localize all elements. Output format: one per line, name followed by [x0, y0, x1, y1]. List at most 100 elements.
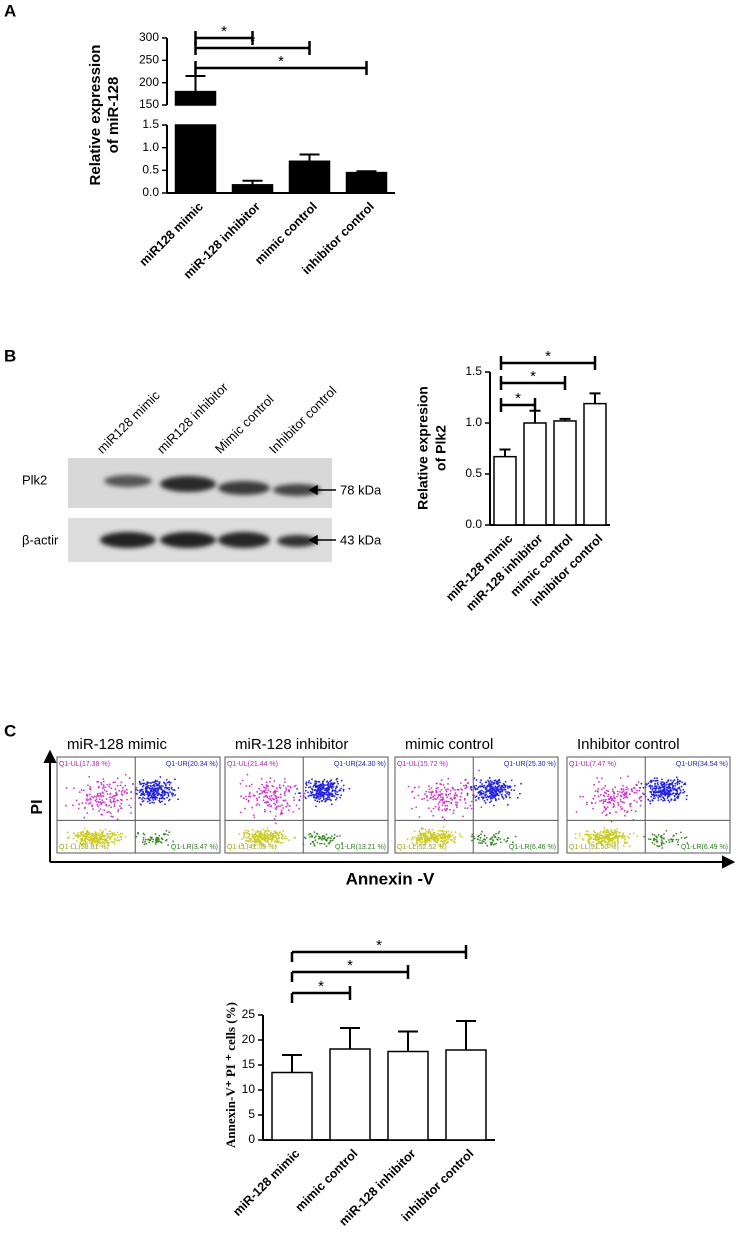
dot — [588, 838, 590, 840]
dot — [507, 804, 509, 806]
dot — [252, 829, 254, 831]
dot — [268, 830, 270, 832]
dot — [264, 802, 266, 804]
dot — [448, 831, 450, 833]
dot — [481, 790, 483, 792]
dot — [669, 801, 671, 803]
dot — [328, 783, 330, 785]
dot — [456, 806, 458, 808]
dot — [455, 831, 457, 833]
dot — [654, 797, 656, 799]
dot — [106, 837, 108, 839]
dot — [613, 793, 615, 795]
dot — [159, 798, 161, 800]
dot — [158, 781, 160, 783]
dot — [248, 800, 250, 802]
dot — [285, 806, 287, 808]
dot — [672, 793, 674, 795]
dot — [624, 835, 626, 837]
dot — [277, 841, 279, 843]
dot — [96, 781, 98, 783]
flow-y-label: PI — [29, 799, 46, 814]
dot — [336, 791, 338, 793]
dot — [428, 832, 430, 834]
dot — [321, 839, 323, 841]
dot — [288, 789, 290, 791]
dot — [113, 795, 115, 797]
dot — [244, 830, 246, 832]
dot — [111, 787, 113, 789]
dot — [162, 785, 164, 787]
dot — [117, 837, 119, 839]
dot — [456, 804, 458, 806]
dot — [601, 812, 603, 814]
dot — [439, 799, 441, 801]
dot — [584, 834, 586, 836]
dot — [281, 804, 283, 806]
dot — [679, 780, 681, 782]
panel-label: A — [4, 1, 16, 20]
dot — [322, 837, 324, 839]
dot — [260, 837, 262, 839]
size-label: 43 kDa — [340, 532, 382, 547]
dot — [428, 785, 430, 787]
dot — [128, 805, 130, 807]
dot — [419, 816, 421, 818]
dot — [161, 801, 163, 803]
dot — [155, 791, 157, 793]
dot — [417, 834, 419, 836]
dot — [86, 831, 88, 833]
panel-label: B — [4, 346, 16, 365]
dot — [605, 799, 607, 801]
dot — [91, 805, 93, 807]
dot — [676, 839, 678, 841]
dot — [260, 793, 262, 795]
dot — [73, 832, 75, 834]
dot — [284, 794, 286, 796]
dot — [145, 786, 147, 788]
dot — [663, 793, 665, 795]
dot — [120, 803, 122, 805]
dot — [102, 792, 104, 794]
dot — [478, 786, 480, 788]
dot — [106, 798, 108, 800]
bar — [524, 423, 546, 525]
dot — [460, 799, 462, 801]
flow-axes — [45, 752, 733, 867]
dot — [647, 799, 649, 801]
dot — [315, 835, 317, 837]
dot — [471, 789, 473, 791]
dot — [661, 845, 663, 847]
dot — [163, 782, 165, 784]
x-tick-label: miR-128 mimic — [230, 1147, 302, 1219]
panel-label: C — [4, 721, 16, 740]
dot — [441, 810, 443, 812]
dot — [626, 791, 628, 793]
dot — [459, 833, 461, 835]
dot — [118, 840, 120, 842]
dot — [287, 804, 289, 806]
dot — [282, 842, 284, 844]
dot — [120, 839, 122, 841]
dot — [154, 793, 156, 795]
dot — [245, 840, 247, 842]
dot — [305, 790, 307, 792]
dot — [136, 787, 138, 789]
dot — [95, 841, 97, 843]
dot — [672, 839, 674, 841]
dot — [337, 781, 339, 783]
dot — [595, 790, 597, 792]
dot — [658, 799, 660, 801]
dot — [162, 796, 164, 798]
dot — [497, 783, 499, 785]
dot — [315, 785, 317, 787]
dot — [310, 782, 312, 784]
dot — [592, 808, 594, 810]
dot — [607, 795, 609, 797]
dot — [265, 837, 267, 839]
dot — [109, 833, 111, 835]
dot — [105, 805, 107, 807]
dot — [504, 786, 506, 788]
flow-title: Inhibitor control — [577, 736, 680, 753]
dot — [460, 782, 462, 784]
